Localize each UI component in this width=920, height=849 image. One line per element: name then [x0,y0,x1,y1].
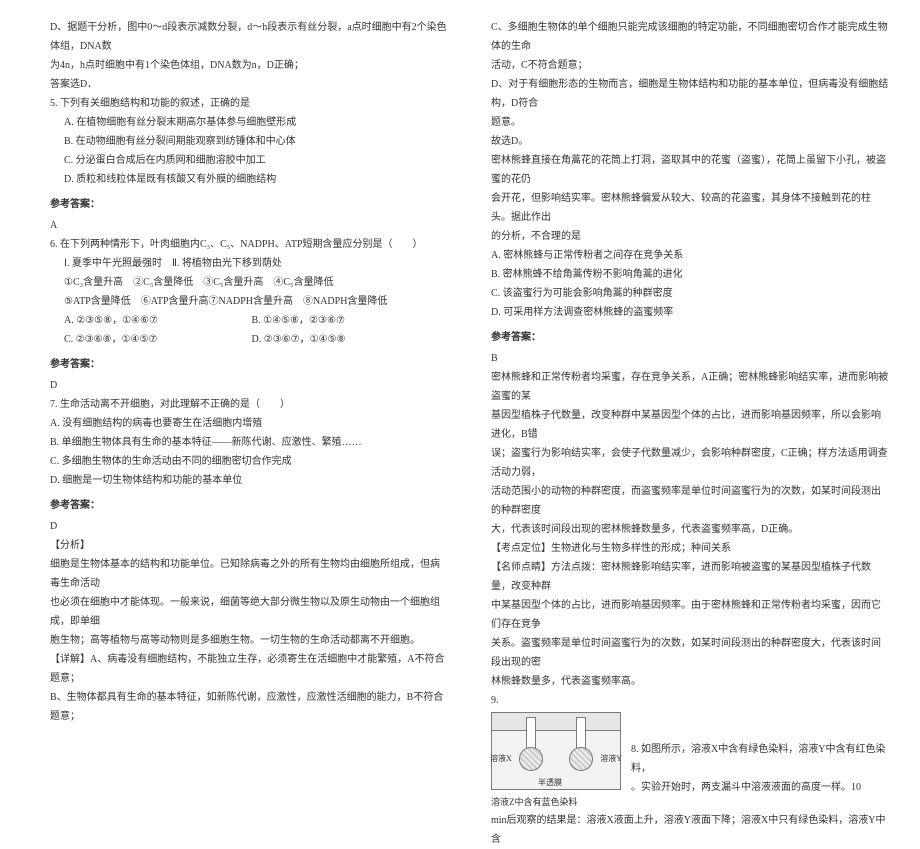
tip-text: 关系。盗蜜频率是单位时间盗蜜行为的次数，如某时间段测出的种群密度大，代表该时间段… [491,634,890,672]
explain-text: 活动范围小的动物的种群密度，而盗蜜频率是单位时间盗蜜行为的次数，如某时间段测出的… [491,482,890,520]
answer-label: 参考答案： [50,355,449,374]
q6-case-2: Ⅱ. 将植物由光下移到荫处 [172,254,282,273]
text-line: 活动，C不符合题意； [491,56,890,75]
left-column: D、据题干分析，图中0～d段表示减数分裂，d～h段表示有丝分裂，a点时细胞中有2… [50,18,449,637]
analysis-text: 也必须在细胞中才能体现。一般来说，细菌等绝大部分微生物以及原生动物由一个细胞组成… [50,593,449,631]
analysis-text: 细胞是生物体基本的结构和功能单位。已知除病毒之外的所有生物均由细胞所组成，但病毒… [50,555,449,593]
option-c: C. 分泌蛋白合成后在内质网和细胞溶胶中加工 [50,151,449,170]
question-8-text: 8. 如图所示，溶液X中含有绿色染料，溶液Y中含有红色染料， [631,740,890,778]
answer-label: 参考答案： [50,496,449,515]
answer-label: 参考答案： [491,328,890,347]
option-c: C. 该盗蜜行为可能会影响角蒿的种群密度 [491,284,890,303]
option-b: B. ①④⑤⑧，②③⑥⑦ [252,311,345,330]
option-a: A. 在植物细胞有丝分裂末期高尔基体参与细胞壁形成 [50,113,449,132]
detail-a: A、病毒没有细胞结构，不能独立生存，必须寄生在活细胞中才能繁殖，A不符合题意； [50,654,444,684]
detail-b: B、生物体都具有生命的基本特征，如新陈代谢，应激性，应激性活细胞的能力，B不符合… [50,688,449,726]
option-d: D. 细胞是一切生物体结构和功能的基本单位 [50,471,449,490]
option-b: B. 密林熊蜂不给角蒿传粉不影响角蒿的进化 [491,265,890,284]
option-b: B. 在动物细胞有丝分裂间期能观察到纺锤体和中心体 [50,132,449,151]
passage-text: 会开花，但影响结实率。密林熊蜂偏爱从较大、较高的花盗蜜，其身体不接触到花的柱头。… [491,189,890,227]
kaodian-label: 【考点定位】 [491,543,551,554]
diagram-label-x: 溶液X [490,751,512,766]
passage-text: 密林熊蜂直接在角蒿花的花筒上打洞，盗取其中的花蜜（盗蜜），花筒上虽留下小孔，被盗… [491,151,890,189]
option-d: D. 质粒和线粒体是既有核酸又有外膜的细胞结构 [50,170,449,189]
document-page: D、据题干分析，图中0～d段表示减数分裂，d～h段表示有丝分裂，a点时细胞中有2… [0,0,920,651]
experiment-diagram: 溶液X 溶液Y 半透膜 [491,712,621,790]
q6-choices-row1: ①C₃含量升高 ②C₃含量降低 ③C₅含量升高 ④C₅含量降低 [50,273,449,292]
tip-label: 【名师点睛】 [491,562,551,573]
analysis-text: 胞生物；高等植物与高等动物则是多细胞生物。一切生物的生命活动都离不开细胞。 [50,631,449,650]
option-c: C. 多细胞生物体的生命活动由不同的细胞密切合作完成 [50,452,449,471]
detail-label: 【详解】 [50,654,90,665]
diagram-label-y: 溶液Y [600,751,622,766]
explain-text: 大，代表该时间段出现的密林熊蜂数量多，代表盗蜜频率高，D正确。 [491,520,890,539]
text-line: 故选D。 [491,132,890,151]
question-9-number: 9. [491,691,890,710]
option-a: A. 没有细胞结构的病毒也要寄生在活细胞内增殖 [50,414,449,433]
answer-label: 参考答案： [50,195,449,214]
question-6-stem: 6. 在下列两种情形下，叶肉细胞内C₃、C₅、NADPH、ATP短期含量应分别是… [50,235,449,254]
answer-value: A [50,216,449,235]
question-8-text: min后观察的结果是：溶液X液面上升，溶液Y液面下降；溶液X中只有绿色染料，溶液… [491,811,890,849]
explain-text: 密林熊蜂和正常传粉者均采蜜，存在竞争关系，A正确；密林熊蜂影响结实率，进而影响被… [491,368,890,406]
question-7-stem: 7. 生命活动离不开细胞，对此理解不正确的是（ ） [50,395,449,414]
answer-value: B [491,349,890,368]
tip-text: 中某基因型个体的占比，进而影响基因频率。由于密林熊蜂和正常传粉者均采蜜，因而它们… [491,596,890,634]
text-line: 答案选D． [50,75,449,94]
option-d: D. 可采用样方法调查密林熊蜂的盗蜜频率 [491,303,890,322]
right-column: C、多细胞生物体的单个细胞只能完成该细胞的特定功能，不同细胞密切合作才能完成生物… [491,18,890,637]
text-line: D、对于有细胞形态的生物而言，细胞是生物体结构和功能的基本单位，但病毒没有细胞结… [491,75,890,113]
text-line: 为4n，h点时细胞中有1个染色体组，DNA数为n，D正确； [50,56,449,75]
option-d: D. ②③⑥⑦，①④⑤⑧ [252,330,346,349]
option-b: B. 单细胞生物体具有生命的基本特征——新陈代谢、应激性、繁殖…… [50,433,449,452]
answer-value: D [50,517,449,536]
option-a: A. ②③⑤⑧，①④⑥⑦ [50,311,242,330]
text-line: 题意。 [491,113,890,132]
option-a: A. 密林熊蜂与正常传粉者之间存在竞争关系 [491,246,890,265]
text-line: D、据题干分析，图中0～d段表示减数分裂，d～h段表示有丝分裂，a点时细胞中有2… [50,18,449,56]
explain-text: 基因型植株子代数量，改变种群中某基因型个体的占比，进而影响基因频率，所以会影响进… [491,406,890,444]
kaodian-text: 生物进化与生物多样性的形成；种间关系 [551,543,731,554]
text-line: C、多细胞生物体的单个细胞只能完成该细胞的特定功能，不同细胞密切合作才能完成生物… [491,18,890,56]
question-8-text: 。实验开始时，两支漏斗中溶液液面的高度一样。10 [631,778,890,797]
passage-text: 的分析，不合理的是 [491,227,890,246]
answer-value: D [50,376,449,395]
q6-case-1: Ⅰ. 夏季中午光照最强时 [50,254,162,273]
option-c: C. ②③⑥⑧，①④⑤⑦ [50,330,242,349]
question-5-stem: 5. 下列有关细胞结构和功能的叙述，正确的是 [50,94,449,113]
tip-text: 林熊蜂数量多，代表盗蜜频率高。 [491,672,890,691]
diagram-caption: 溶液Z中含有蓝色染料 [491,794,621,811]
explain-text: 误；盗蜜行为影响结实率，会使子代数量减少，会影响种群密度，C正确；样方法适用调查… [491,444,890,482]
diagram-label-membrane: 半透膜 [538,775,562,790]
analysis-label: 【分析】 [50,536,449,555]
q6-choices-row2: ⑤ATP含量降低 ⑥ATP含量升高⑦NADPH含量升高 ⑧NADPH含量降低 [50,292,449,311]
